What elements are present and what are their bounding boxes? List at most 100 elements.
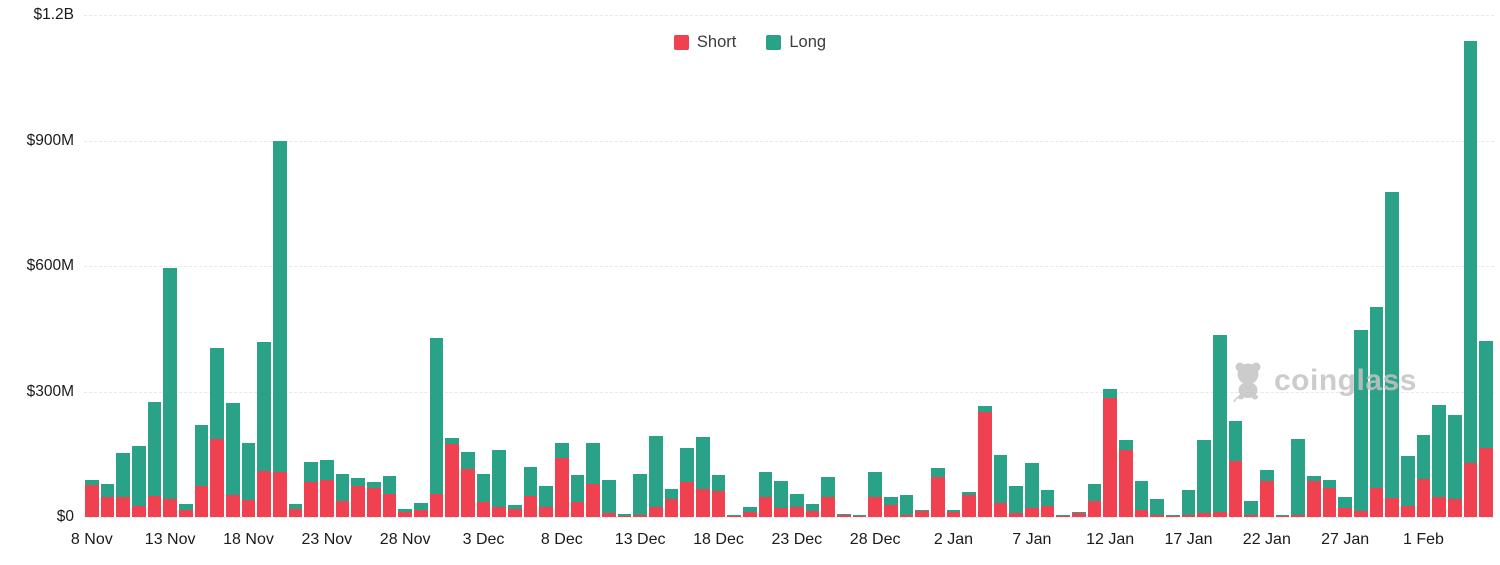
bar-long-11-nov[interactable] bbox=[132, 446, 146, 507]
bar-short-19-jan[interactable] bbox=[1213, 512, 1227, 517]
legend-item-long[interactable]: Long bbox=[766, 33, 826, 52]
bar-long-15-dec[interactable] bbox=[664, 488, 679, 500]
bar-short-19-nov[interactable] bbox=[257, 470, 271, 517]
bar-short-9-nov[interactable] bbox=[100, 496, 115, 517]
bar-short-18-nov[interactable] bbox=[241, 499, 256, 517]
bar-long-4-dec[interactable] bbox=[492, 449, 506, 507]
bar-long-1-jan[interactable] bbox=[931, 468, 945, 478]
bar-short-14-nov[interactable] bbox=[179, 510, 193, 517]
bar-long-16-dec[interactable] bbox=[680, 447, 694, 483]
bar-long-2-feb[interactable] bbox=[1432, 404, 1446, 498]
bar-long-27-nov[interactable] bbox=[382, 476, 397, 494]
bar-short-6-jan[interactable] bbox=[1009, 513, 1023, 517]
bar-long-13-jan[interactable] bbox=[1119, 440, 1133, 451]
bar-long-6-dec[interactable] bbox=[523, 466, 538, 497]
bar-short-21-dec[interactable] bbox=[758, 496, 773, 517]
bar-long-16-nov[interactable] bbox=[210, 348, 224, 439]
bar-short-18-dec[interactable] bbox=[711, 490, 726, 517]
bar-long-9-jan[interactable] bbox=[1056, 515, 1070, 516]
bar-short-8-dec[interactable] bbox=[555, 458, 569, 517]
bar-short-7-dec[interactable] bbox=[539, 506, 553, 517]
bar-short-1-jan[interactable] bbox=[931, 477, 945, 517]
bar-long-17-nov[interactable] bbox=[226, 403, 240, 495]
bar-long-1-feb[interactable] bbox=[1416, 435, 1431, 479]
bar-long-13-dec[interactable] bbox=[633, 474, 647, 515]
bar-short-29-nov[interactable] bbox=[414, 509, 428, 517]
bar-long-10-jan[interactable] bbox=[1072, 512, 1086, 514]
bar-short-13-dec[interactable] bbox=[633, 514, 647, 517]
bar-long-27-dec[interactable] bbox=[852, 515, 867, 516]
bar-short-4-dec[interactable] bbox=[492, 506, 506, 517]
bar-long-23-jan[interactable] bbox=[1275, 514, 1290, 516]
bar-short-26-jan[interactable] bbox=[1322, 488, 1337, 517]
bar-long-24-dec[interactable] bbox=[805, 504, 820, 512]
bar-short-24-jan[interactable] bbox=[1291, 514, 1305, 517]
bar-long-12-jan[interactable] bbox=[1103, 389, 1117, 399]
bar-short-23-jan[interactable] bbox=[1275, 516, 1290, 517]
bar-long-26-dec[interactable] bbox=[837, 513, 851, 516]
bar-short-30-jan[interactable] bbox=[1385, 498, 1399, 517]
bar-long-20-dec[interactable] bbox=[743, 506, 757, 513]
bar-long-14-nov[interactable] bbox=[179, 503, 193, 511]
bar-long-25-nov[interactable] bbox=[351, 477, 365, 486]
bar-short-5-jan[interactable] bbox=[993, 503, 1008, 517]
bar-long-10-dec[interactable] bbox=[586, 442, 600, 484]
bar-short-11-nov[interactable] bbox=[132, 506, 146, 517]
bar-short-27-nov[interactable] bbox=[382, 494, 397, 517]
bar-long-9-dec[interactable] bbox=[570, 475, 585, 502]
bar-short-22-jan[interactable] bbox=[1260, 481, 1274, 517]
bar-short-19-dec[interactable] bbox=[727, 516, 741, 517]
bar-short-2-feb[interactable] bbox=[1432, 497, 1446, 517]
bar-short-3-feb[interactable] bbox=[1448, 499, 1462, 517]
bar-short-30-dec[interactable] bbox=[899, 514, 914, 517]
bar-long-18-nov[interactable] bbox=[241, 442, 256, 500]
bar-long-5-jan[interactable] bbox=[993, 455, 1008, 504]
bar-long-11-dec[interactable] bbox=[602, 480, 616, 514]
bar-long-21-dec[interactable] bbox=[758, 471, 773, 497]
bar-short-15-jan[interactable] bbox=[1150, 515, 1164, 517]
bar-long-21-jan[interactable] bbox=[1244, 501, 1258, 515]
bar-short-16-jan[interactable] bbox=[1166, 516, 1180, 517]
bar-long-31-jan[interactable] bbox=[1401, 455, 1415, 507]
bar-short-28-jan[interactable] bbox=[1354, 511, 1368, 517]
bar-short-5-feb[interactable] bbox=[1479, 448, 1493, 517]
bar-short-13-nov[interactable] bbox=[163, 498, 177, 517]
bar-long-5-feb[interactable] bbox=[1479, 340, 1493, 449]
bar-long-15-nov[interactable] bbox=[194, 425, 209, 487]
bar-short-8-jan[interactable] bbox=[1040, 506, 1055, 517]
bar-long-28-jan[interactable] bbox=[1354, 330, 1368, 512]
bar-long-29-nov[interactable] bbox=[414, 503, 428, 510]
bar-long-18-dec[interactable] bbox=[711, 475, 726, 491]
bar-long-15-jan[interactable] bbox=[1150, 499, 1164, 516]
bar-long-19-dec[interactable] bbox=[727, 515, 741, 516]
bar-short-12-nov[interactable] bbox=[147, 495, 162, 517]
bar-short-20-dec[interactable] bbox=[743, 512, 757, 517]
bar-short-27-jan[interactable] bbox=[1338, 508, 1352, 517]
bar-short-11-jan[interactable] bbox=[1087, 500, 1102, 517]
bar-long-14-jan[interactable] bbox=[1134, 481, 1149, 511]
bar-short-10-nov[interactable] bbox=[116, 497, 130, 517]
bar-short-18-jan[interactable] bbox=[1197, 512, 1211, 517]
bar-short-25-nov[interactable] bbox=[351, 485, 365, 517]
bar-short-29-jan[interactable] bbox=[1369, 487, 1384, 517]
bar-long-30-dec[interactable] bbox=[899, 495, 914, 515]
bar-short-16-nov[interactable] bbox=[210, 438, 224, 517]
bar-long-2-dec[interactable] bbox=[461, 451, 475, 470]
bar-short-8-nov[interactable] bbox=[85, 484, 99, 517]
bar-long-4-jan[interactable] bbox=[978, 406, 992, 412]
bar-short-1-dec[interactable] bbox=[445, 443, 459, 517]
bar-long-17-jan[interactable] bbox=[1181, 489, 1196, 515]
bar-long-3-dec[interactable] bbox=[476, 473, 491, 503]
bar-short-22-nov[interactable] bbox=[304, 481, 318, 517]
bar-long-4-feb[interactable] bbox=[1463, 40, 1478, 463]
bar-long-21-nov[interactable] bbox=[288, 504, 303, 510]
bar-long-8-jan[interactable] bbox=[1040, 489, 1055, 507]
bar-short-31-dec[interactable] bbox=[915, 511, 929, 517]
bar-short-22-dec[interactable] bbox=[774, 508, 788, 517]
bar-short-28-nov[interactable] bbox=[398, 511, 412, 517]
bar-long-1-dec[interactable] bbox=[445, 437, 459, 444]
bar-long-28-nov[interactable] bbox=[398, 509, 412, 512]
bar-long-19-jan[interactable] bbox=[1213, 335, 1227, 513]
bar-short-30-nov[interactable] bbox=[429, 494, 444, 517]
bar-long-8-dec[interactable] bbox=[555, 442, 569, 459]
